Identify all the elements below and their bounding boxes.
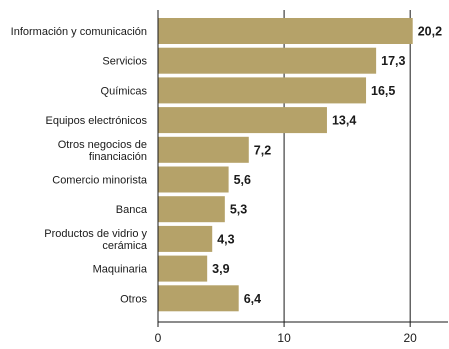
category-label: Productos de vidrio y cerámica xyxy=(44,228,148,252)
category-label-layer: Información y comunicación Servicios Quími… xyxy=(11,26,148,305)
bar-value-label: 13,4 xyxy=(332,114,356,128)
category-label: Banca xyxy=(116,204,148,216)
bar-value-label: 4,3 xyxy=(217,232,234,246)
bar-value-label: 6,4 xyxy=(244,292,261,306)
category-label: Otros negocios de financiación xyxy=(58,139,147,163)
bar-value-label: 5,3 xyxy=(230,203,247,217)
x-tick-label: 10 xyxy=(277,331,291,344)
axis-layer: 0 10 20 xyxy=(155,10,448,345)
bar xyxy=(158,225,213,252)
category-label: Otros xyxy=(120,293,147,305)
value-label-layer: 20,2 17,3 16,5 13,4 7,2 5,6 5,3 4,3 3,9 6,4 xyxy=(212,25,442,306)
bar-value-label: 17,3 xyxy=(381,54,405,68)
bar-layer xyxy=(158,18,413,312)
x-tick-label: 20 xyxy=(403,331,417,344)
category-label: Comercio minorista xyxy=(52,175,148,187)
x-tick-label: 0 xyxy=(155,331,162,344)
bar xyxy=(158,285,239,312)
bar xyxy=(158,107,327,134)
category-label: Químicas xyxy=(101,85,148,97)
category-label: Equipos electrónicos xyxy=(45,115,147,127)
bar xyxy=(158,77,367,104)
category-label: Servicios xyxy=(102,56,147,68)
bar xyxy=(158,47,377,74)
bar xyxy=(158,136,249,163)
bar-value-label: 3,9 xyxy=(212,262,229,276)
bar-value-label: 16,5 xyxy=(371,84,395,98)
bar xyxy=(158,166,229,193)
bar-value-label: 5,6 xyxy=(234,173,251,187)
bar-value-label: 20,2 xyxy=(418,25,442,39)
category-label: Maquinaria xyxy=(93,264,148,276)
bar-value-label: 7,2 xyxy=(254,143,271,157)
bar xyxy=(158,18,413,44)
bar xyxy=(158,196,225,223)
category-label: Información y comunicación xyxy=(11,26,147,38)
bar xyxy=(158,255,208,282)
